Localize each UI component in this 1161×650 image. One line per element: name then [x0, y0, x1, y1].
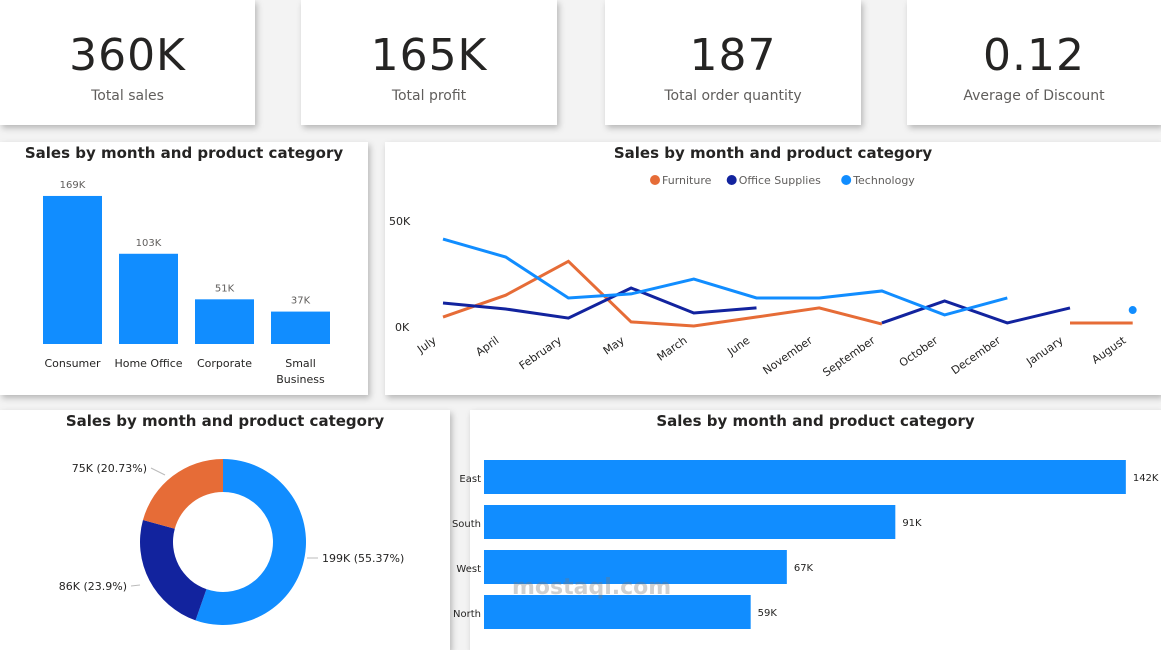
chart-title: Sales by month and product category [65, 412, 385, 430]
kpi-value: 187 [689, 30, 777, 81]
series-point [1128, 306, 1137, 315]
column-chart-svg: 169K Consumer 103K Home Office 51K Corporate 3… [43, 180, 330, 386]
category-donut-chart[interactable]: Sales by month and product category 199K… [0, 410, 450, 650]
data-label: 91K [902, 518, 922, 529]
month-line-chart[interactable]: Sales by month and product category Furn… [385, 142, 1161, 395]
kpi-total-order-quantity: 187 Total order quantity [605, 0, 861, 125]
leader-line [130, 584, 141, 587]
chart-title: Sales by month and product category [24, 144, 344, 162]
chart-title: Sales by month and product category [656, 412, 975, 430]
legend-label: Furniture [662, 174, 712, 187]
legend-label: Office Supplies [739, 174, 821, 187]
category-label: Small [285, 357, 316, 370]
x-tick-label: March [655, 334, 690, 364]
kpi-label: Total sales [91, 88, 164, 104]
line-chart-svg: Furniture Office Supplies Technology 50K 0K J… [389, 174, 1137, 380]
donut-slice [142, 459, 223, 529]
kpi-label: Total order quantity [664, 88, 802, 104]
kpi-value: 360K [69, 30, 186, 81]
data-label: 103K [136, 238, 162, 249]
category-label: East [459, 474, 481, 485]
bar-chart-svg: East 142K South 91K West 67K North 59K [452, 460, 1159, 629]
legend-label: Technology [852, 174, 915, 187]
column-bar [119, 253, 178, 344]
bar [484, 595, 751, 629]
x-tick-label: July [414, 334, 439, 357]
kpi-total-profit: 165K Total profit [301, 0, 557, 125]
y-tick-label: 50K [389, 215, 411, 228]
donut-chart-svg: 199K (55.37%) 86K (23.9%) 75K (20.73%) [59, 459, 404, 625]
x-tick-label: January [1023, 334, 1066, 369]
x-tick-label: October [897, 334, 941, 370]
column-bar [43, 195, 102, 344]
region-bar-chart[interactable]: Sales by month and product category East… [452, 410, 1161, 650]
data-label: 37K [291, 296, 311, 307]
category-label: Corporate [197, 357, 252, 370]
series-line [881, 299, 1071, 325]
legend-marker [726, 175, 737, 185]
chart-title: Sales by month and product category [613, 144, 933, 162]
segment-column-chart[interactable]: Sales by month and product category 169K… [0, 142, 368, 395]
category-label: Consumer [44, 357, 101, 370]
category-label: South [452, 519, 481, 530]
bar [484, 460, 1126, 494]
kpi-total-sales: 360K Total sales [0, 0, 255, 125]
donut-slice [195, 459, 306, 625]
category-label: Home Office [114, 357, 182, 370]
x-tick-label: December [949, 334, 1004, 378]
donut-slice [140, 519, 207, 621]
data-label: 199K (55.37%) [322, 552, 404, 565]
series-line [442, 286, 757, 320]
column-bar [195, 299, 254, 344]
category-label: West [456, 564, 481, 575]
x-tick-label: February [517, 334, 565, 373]
category-label: North [453, 609, 481, 620]
data-label: 75K (20.73%) [72, 462, 147, 475]
legend-marker [841, 175, 852, 185]
x-tick-label: June [724, 334, 752, 359]
bar [484, 505, 896, 539]
x-tick-label: April [473, 334, 501, 359]
kpi-value: 0.12 [983, 30, 1085, 81]
x-tick-label: May [601, 334, 627, 358]
kpi-label: Average of Discount [963, 88, 1105, 104]
x-tick-label: August [1089, 333, 1129, 366]
kpi-value: 165K [370, 30, 488, 81]
data-label: 51K [215, 283, 235, 294]
category-label: Business [276, 373, 325, 386]
data-label: 59K [758, 608, 778, 619]
kpi-average-discount: 0.12 Average of Discount [907, 0, 1161, 125]
series-line [442, 259, 883, 328]
kpi-label: Total profit [391, 88, 467, 104]
legend-marker [650, 175, 660, 185]
column-bar [271, 311, 330, 344]
data-label: 169K [60, 180, 86, 191]
x-tick-label: September [820, 334, 878, 380]
watermark: mostaql.com [512, 575, 672, 600]
data-label: 86K (23.9%) [59, 580, 127, 593]
leader-line [150, 467, 166, 476]
series-line [442, 237, 1008, 317]
data-label: 67K [794, 563, 814, 574]
bar [484, 550, 787, 584]
data-label: 142K [1133, 473, 1159, 484]
x-tick-label: November [761, 334, 816, 378]
y-tick-label: 0K [395, 321, 410, 334]
